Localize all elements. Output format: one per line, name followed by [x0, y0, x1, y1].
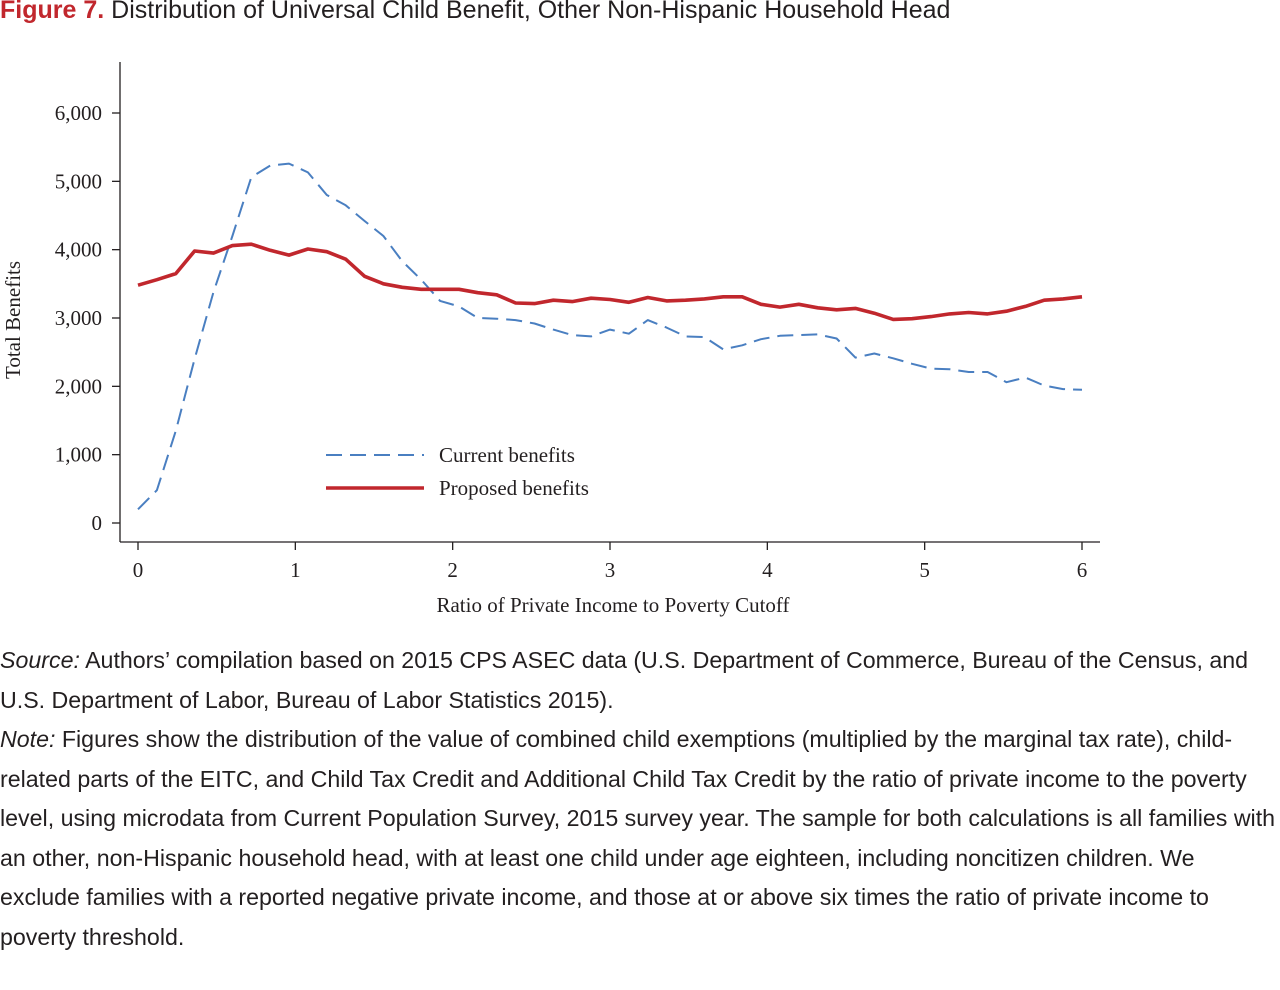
figure-title: Figure 7. Distribution of Universal Chil… — [0, 0, 1280, 25]
y-axis: 0 1,000 2,000 3,000 4,000 5,000 6,000 — [55, 62, 121, 542]
source-label: Source: — [0, 647, 80, 673]
figure-number: Figure 7. — [0, 0, 105, 24]
y-tick-label: 1,000 — [55, 443, 102, 467]
x-tick-label: 1 — [290, 558, 301, 582]
proposed-benefits-line — [137, 242, 1083, 322]
y-tick-label: 4,000 — [55, 238, 102, 262]
y-tick-label: 5,000 — [55, 169, 102, 193]
note-text: Figures show the distribution of the val… — [0, 726, 1276, 950]
source-note: Source: Authors’ compilation based on 20… — [0, 641, 1280, 720]
legend-label: Current benefits — [439, 443, 575, 467]
figure-title-text: Distribution of Universal Child Benefit,… — [111, 0, 951, 24]
legend: Current benefits Proposed benefits — [326, 443, 589, 500]
y-tick-label: 6,000 — [55, 101, 102, 125]
x-tick-label: 0 — [133, 558, 144, 582]
x-tick-label: 3 — [605, 558, 616, 582]
x-tick-label: 6 — [1077, 558, 1088, 582]
legend-label: Proposed benefits — [439, 476, 589, 500]
x-axis-title: Ratio of Private Income to Poverty Cutof… — [436, 593, 789, 617]
x-tick-label: 4 — [762, 558, 773, 582]
note-paragraph: Note: Figures show the distribution of t… — [0, 720, 1280, 957]
x-axis: 0 1 2 3 4 5 6 — [120, 541, 1100, 582]
x-tick-label: 2 — [447, 558, 458, 582]
series-layer — [137, 162, 1083, 511]
current-benefits-line — [137, 162, 1083, 511]
note-label: Note: — [0, 726, 56, 752]
figure-notes: Source: Authors’ compilation based on 20… — [0, 641, 1280, 957]
x-tick-label: 5 — [919, 558, 930, 582]
y-tick-label: 0 — [92, 511, 103, 535]
y-tick-label: 3,000 — [55, 306, 102, 330]
y-tick-label: 2,000 — [55, 374, 102, 398]
y-axis-title: Total Benefits — [1, 261, 25, 379]
source-text: Authors’ compilation based on 2015 CPS A… — [0, 647, 1249, 713]
